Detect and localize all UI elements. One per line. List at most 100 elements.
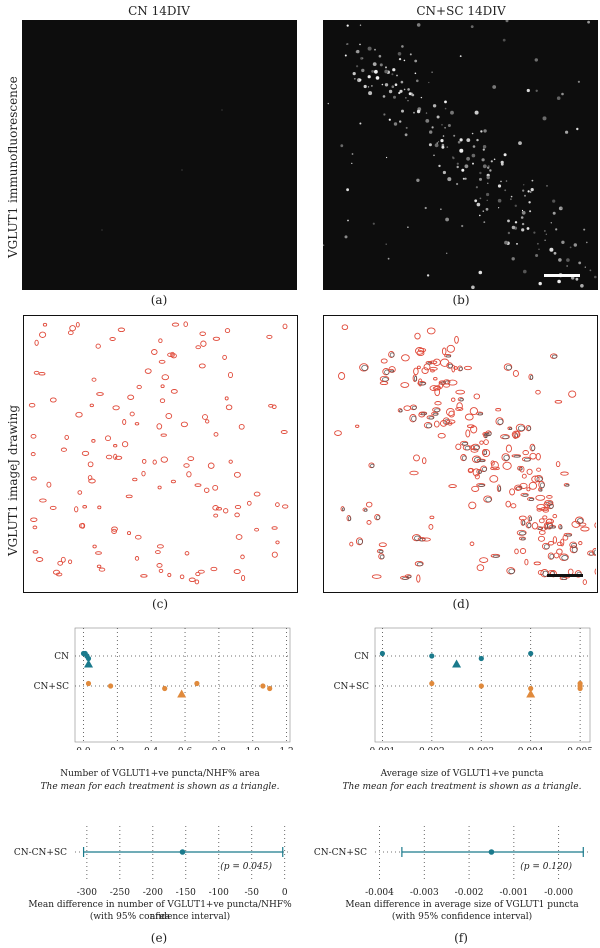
- punctum-outline: [511, 430, 521, 439]
- punctum-outline: [533, 561, 541, 566]
- punctum-outline: [268, 403, 274, 408]
- p-value-label: (p = 0.045): [220, 861, 272, 872]
- punctum-outline: [210, 566, 218, 572]
- punctum-outline: [468, 468, 475, 473]
- punctum-outline: [469, 541, 475, 547]
- category-label: CN+SC: [34, 682, 69, 692]
- punctum-outline: [594, 521, 597, 529]
- punctum: [569, 246, 572, 249]
- punctum: [481, 158, 485, 162]
- data-point: [267, 685, 273, 692]
- punctum: [393, 95, 396, 99]
- punctum-outline: [203, 487, 210, 493]
- punctum-outline: [428, 524, 434, 530]
- punctum-outline: [594, 567, 597, 576]
- punctum: [459, 55, 462, 57]
- punctum: [545, 233, 547, 235]
- punctum-core: [448, 363, 453, 369]
- punctum-outline: [450, 397, 456, 402]
- punctum: [409, 53, 412, 56]
- punctum-outline: [455, 406, 464, 412]
- punctum-outline: [57, 560, 64, 566]
- punctum: [560, 207, 563, 210]
- punctum-outline: [463, 365, 472, 371]
- punctum-outline: [456, 402, 463, 410]
- punctum-outline: [39, 498, 47, 503]
- punctum: [446, 146, 449, 148]
- punctum-outline: [540, 507, 549, 512]
- punctum-outline: [213, 432, 219, 437]
- punctum-outline: [439, 420, 448, 427]
- chart-difference-size: -0.004 -0.003 -0.002 -0.001 -0.000 CN-CN+SC (p…: [314, 826, 590, 898]
- punctum: [544, 239, 546, 241]
- punctum-outline: [421, 537, 431, 542]
- punctum-core: [502, 435, 510, 440]
- punctum-outline: [433, 376, 438, 381]
- punctum: [398, 91, 401, 95]
- punctum: [476, 138, 479, 142]
- data-point: [429, 653, 435, 659]
- punctum: [474, 199, 478, 203]
- punctum-outline: [195, 345, 201, 350]
- punctum-outline: [535, 389, 541, 395]
- punctum-outline: [98, 567, 106, 572]
- punctum-outline: [38, 371, 46, 376]
- punctum-core: [375, 515, 381, 520]
- punctum: [511, 257, 515, 261]
- punctum-outline: [30, 433, 37, 439]
- punctum: [552, 211, 556, 215]
- punctum: [549, 247, 554, 252]
- punctum-outline: [186, 471, 192, 478]
- punctum: [470, 25, 474, 28]
- punctum-core: [421, 412, 427, 416]
- punctum-outline: [559, 553, 569, 562]
- punctum-outline: [129, 411, 135, 417]
- punctum-outline: [46, 481, 52, 488]
- punctum-core: [529, 375, 534, 380]
- punctum: [497, 198, 502, 203]
- punctum-outline: [180, 421, 188, 428]
- punctum-core: [473, 445, 480, 451]
- punctum: [521, 210, 526, 215]
- punctum-outline: [60, 447, 67, 452]
- punctum: [327, 102, 329, 105]
- tick-label: -150: [176, 888, 196, 898]
- punctum-outline: [474, 473, 480, 480]
- punctum-outline: [34, 339, 39, 346]
- punctum-outline: [200, 340, 207, 347]
- punctum: [438, 164, 441, 168]
- punctum-outline: [156, 423, 163, 430]
- tick-label: -0.002: [455, 888, 484, 898]
- punctum-outline: [548, 540, 554, 546]
- punctum: [374, 69, 378, 74]
- punctum-outline: [30, 517, 38, 522]
- punctum-outline: [82, 505, 88, 509]
- punctum-core: [513, 455, 521, 458]
- punctum-core: [531, 445, 536, 451]
- punctum-outline: [519, 482, 528, 489]
- punctum: [577, 80, 580, 83]
- punctum-core: [477, 470, 482, 474]
- punctum-outline: [464, 413, 474, 421]
- punctum: [433, 154, 435, 157]
- punctum: [444, 107, 447, 110]
- tick-label: 0.0: [76, 747, 91, 750]
- punctum-outline: [122, 419, 127, 425]
- tick-label: 0.001: [370, 747, 396, 750]
- punctum-outline: [114, 455, 123, 460]
- punctum: [558, 258, 562, 262]
- punctum-core: [528, 516, 533, 522]
- punctum-outline: [42, 322, 48, 327]
- punctum-outline: [366, 520, 372, 525]
- punctum-core: [361, 364, 369, 371]
- punctum-outline: [443, 383, 450, 388]
- chart-puncta-size: 0.001 0.002 0.003 0.004 0.005 CN CN+SC: [334, 627, 593, 750]
- punctum-outline: [33, 370, 40, 375]
- punctum-outline: [429, 366, 438, 371]
- punctum: [589, 269, 592, 272]
- punctum: [503, 153, 507, 157]
- punctum: [397, 52, 402, 56]
- punctum: [534, 58, 538, 62]
- punctum-outline: [476, 564, 485, 572]
- punctum-outline: [69, 325, 76, 332]
